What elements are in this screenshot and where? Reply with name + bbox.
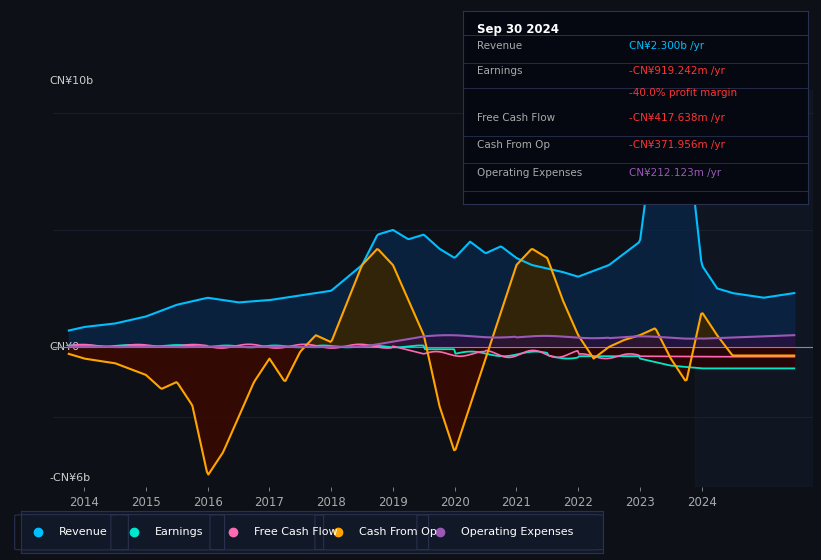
- Text: CN¥212.123m /yr: CN¥212.123m /yr: [629, 169, 721, 179]
- Text: Earnings: Earnings: [154, 528, 203, 537]
- Text: -CN¥919.242m /yr: -CN¥919.242m /yr: [629, 66, 724, 76]
- Bar: [695, 90, 813, 487]
- Text: CN¥0: CN¥0: [49, 342, 80, 352]
- Text: Operating Expenses: Operating Expenses: [477, 169, 582, 179]
- Text: Revenue: Revenue: [58, 528, 108, 537]
- Text: Cash From Op: Cash From Op: [477, 141, 550, 151]
- Text: -CN¥417.638m /yr: -CN¥417.638m /yr: [629, 114, 724, 123]
- Text: Free Cash Flow: Free Cash Flow: [254, 528, 337, 537]
- Text: CN¥2.300b /yr: CN¥2.300b /yr: [629, 41, 704, 51]
- Text: -CN¥371.956m /yr: -CN¥371.956m /yr: [629, 141, 724, 151]
- Text: Earnings: Earnings: [477, 66, 522, 76]
- Text: -40.0% profit margin: -40.0% profit margin: [629, 88, 736, 99]
- Text: -CN¥6b: -CN¥6b: [49, 473, 90, 483]
- Text: Sep 30 2024: Sep 30 2024: [477, 23, 559, 36]
- Text: Revenue: Revenue: [477, 41, 522, 51]
- Text: Operating Expenses: Operating Expenses: [461, 528, 573, 537]
- Text: Cash From Op: Cash From Op: [359, 528, 437, 537]
- Text: CN¥10b: CN¥10b: [49, 76, 94, 86]
- Text: Free Cash Flow: Free Cash Flow: [477, 114, 555, 123]
